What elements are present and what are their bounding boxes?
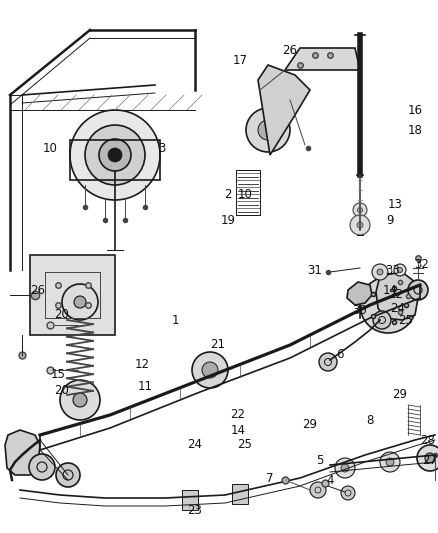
Circle shape (360, 277, 416, 333)
Text: 21: 21 (211, 338, 226, 351)
Circle shape (192, 352, 228, 388)
Text: 1: 1 (171, 313, 179, 327)
Text: 27: 27 (423, 454, 438, 466)
Text: 18: 18 (408, 124, 422, 136)
Circle shape (386, 458, 394, 466)
Circle shape (85, 125, 145, 185)
Bar (182, 490, 198, 510)
Text: 32: 32 (414, 259, 429, 271)
Text: 30: 30 (353, 303, 367, 317)
Circle shape (417, 445, 438, 471)
Circle shape (394, 264, 406, 276)
Text: 14: 14 (382, 284, 398, 296)
Text: 17: 17 (233, 53, 247, 67)
Circle shape (319, 353, 337, 371)
Circle shape (341, 486, 355, 500)
Circle shape (99, 139, 131, 171)
Text: 20: 20 (55, 309, 70, 321)
Text: 8: 8 (366, 414, 374, 426)
Text: 26: 26 (31, 284, 46, 296)
Circle shape (74, 296, 86, 308)
Text: 5: 5 (316, 454, 324, 466)
Text: 20: 20 (55, 384, 70, 397)
Text: 16: 16 (407, 103, 423, 117)
Text: 2: 2 (224, 189, 232, 201)
Text: 25: 25 (237, 439, 252, 451)
Text: 11: 11 (138, 379, 152, 392)
Circle shape (341, 464, 349, 472)
Circle shape (398, 268, 403, 272)
Text: 24: 24 (187, 439, 202, 451)
Circle shape (377, 269, 383, 275)
Text: 12: 12 (134, 359, 149, 372)
Circle shape (373, 311, 391, 329)
Text: 26: 26 (283, 44, 297, 56)
Circle shape (29, 454, 55, 480)
Circle shape (357, 222, 363, 228)
Text: 7: 7 (266, 472, 274, 484)
Text: 22: 22 (389, 288, 403, 302)
Circle shape (357, 207, 363, 213)
Circle shape (350, 215, 370, 235)
Text: 28: 28 (420, 433, 435, 447)
Text: 31: 31 (307, 263, 322, 277)
Circle shape (60, 380, 100, 420)
Text: 15: 15 (50, 368, 65, 382)
Text: 29: 29 (392, 389, 407, 401)
Bar (70, 140, 160, 180)
Text: 22: 22 (230, 408, 246, 422)
Circle shape (108, 148, 122, 162)
Circle shape (56, 463, 80, 487)
Circle shape (380, 452, 400, 472)
Text: 13: 13 (388, 198, 403, 212)
Text: 33: 33 (385, 263, 400, 277)
Circle shape (258, 120, 278, 140)
Circle shape (62, 284, 98, 320)
Polygon shape (30, 255, 115, 335)
Circle shape (372, 264, 388, 280)
Circle shape (70, 110, 160, 200)
Circle shape (378, 295, 398, 315)
Text: 4: 4 (326, 473, 334, 487)
Polygon shape (285, 48, 360, 70)
Text: 23: 23 (187, 504, 202, 516)
Circle shape (425, 453, 435, 463)
Circle shape (73, 393, 87, 407)
Polygon shape (5, 430, 40, 475)
Polygon shape (347, 282, 372, 305)
Text: 10: 10 (237, 189, 252, 201)
Circle shape (353, 203, 367, 217)
Polygon shape (258, 65, 310, 155)
Circle shape (310, 482, 326, 498)
Polygon shape (376, 272, 418, 320)
Circle shape (202, 362, 218, 378)
Circle shape (246, 108, 290, 152)
Text: 25: 25 (399, 313, 413, 327)
Text: 6: 6 (336, 349, 344, 361)
Text: 19: 19 (220, 214, 236, 227)
Text: 29: 29 (303, 418, 318, 432)
Bar (232, 484, 248, 504)
Text: 14: 14 (230, 424, 246, 437)
Circle shape (408, 280, 428, 300)
Circle shape (335, 458, 355, 478)
Text: 3: 3 (158, 141, 166, 155)
Text: 24: 24 (391, 302, 406, 314)
Text: 10: 10 (42, 141, 57, 155)
Text: 9: 9 (386, 214, 394, 227)
